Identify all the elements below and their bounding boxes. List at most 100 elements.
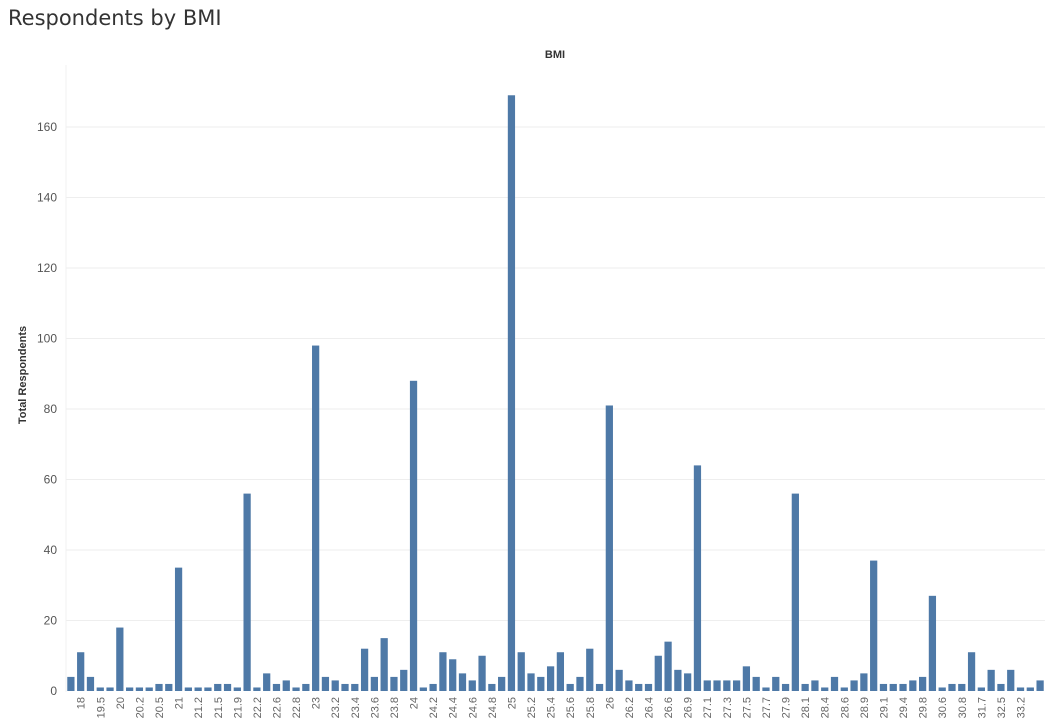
- bar[interactable]: [498, 676, 506, 691]
- bar[interactable]: [194, 687, 202, 691]
- bar[interactable]: [928, 595, 937, 691]
- bar[interactable]: [654, 655, 662, 691]
- bar[interactable]: [184, 687, 192, 691]
- bar[interactable]: [909, 680, 917, 691]
- bar[interactable]: [772, 676, 780, 691]
- bar[interactable]: [174, 567, 183, 692]
- bar[interactable]: [468, 680, 476, 691]
- bar[interactable]: [321, 676, 330, 691]
- bar[interactable]: [537, 676, 545, 691]
- bar[interactable]: [243, 493, 251, 691]
- bar[interactable]: [351, 683, 359, 691]
- bar[interactable]: [870, 560, 878, 691]
- bar[interactable]: [625, 680, 633, 691]
- bar[interactable]: [1026, 687, 1034, 691]
- bar[interactable]: [644, 683, 653, 691]
- bar[interactable]: [762, 687, 770, 691]
- bar[interactable]: [488, 683, 496, 691]
- bar[interactable]: [302, 683, 310, 691]
- bar[interactable]: [703, 680, 711, 691]
- bar[interactable]: [292, 687, 300, 691]
- bar[interactable]: [507, 95, 516, 691]
- bar[interactable]: [967, 652, 976, 691]
- bar[interactable]: [605, 405, 613, 691]
- bar[interactable]: [664, 641, 672, 691]
- bar[interactable]: [586, 648, 594, 691]
- bar[interactable]: [1036, 680, 1044, 691]
- bar[interactable]: [165, 683, 173, 691]
- bar[interactable]: [67, 676, 75, 691]
- bar[interactable]: [556, 652, 565, 691]
- bar[interactable]: [595, 683, 604, 691]
- bar[interactable]: [742, 666, 751, 692]
- bar[interactable]: [879, 683, 888, 691]
- bar[interactable]: [527, 673, 535, 692]
- bar[interactable]: [96, 687, 104, 691]
- bar[interactable]: [860, 673, 868, 692]
- bar[interactable]: [781, 683, 790, 691]
- bar[interactable]: [77, 652, 85, 691]
- bar[interactable]: [86, 676, 95, 691]
- bar[interactable]: [409, 380, 418, 691]
- bar[interactable]: [791, 493, 799, 691]
- bar[interactable]: [850, 680, 858, 691]
- bar[interactable]: [1016, 687, 1025, 691]
- bar[interactable]: [214, 683, 222, 691]
- bar[interactable]: [801, 683, 809, 691]
- bar[interactable]: [341, 683, 349, 691]
- bar[interactable]: [919, 676, 927, 691]
- bar[interactable]: [263, 673, 271, 692]
- bar[interactable]: [204, 687, 212, 691]
- bar[interactable]: [272, 683, 281, 691]
- bar[interactable]: [821, 687, 829, 691]
- bar[interactable]: [977, 687, 985, 691]
- bar[interactable]: [233, 687, 241, 691]
- bar[interactable]: [370, 676, 378, 691]
- bar[interactable]: [155, 683, 163, 691]
- bar[interactable]: [997, 683, 1005, 691]
- bar[interactable]: [517, 652, 525, 691]
- bar[interactable]: [713, 680, 721, 691]
- bar[interactable]: [145, 687, 153, 691]
- bar[interactable]: [830, 676, 839, 691]
- bar[interactable]: [400, 669, 408, 691]
- bar[interactable]: [449, 659, 457, 691]
- bar[interactable]: [693, 465, 702, 691]
- bar[interactable]: [253, 687, 261, 691]
- bar[interactable]: [811, 680, 819, 691]
- bar[interactable]: [360, 648, 369, 691]
- bar[interactable]: [419, 687, 427, 691]
- bar[interactable]: [948, 683, 956, 691]
- bar[interactable]: [840, 687, 848, 691]
- bar[interactable]: [615, 669, 623, 691]
- bar[interactable]: [546, 666, 555, 692]
- bar[interactable]: [958, 683, 966, 691]
- bar[interactable]: [1007, 669, 1015, 691]
- bar[interactable]: [889, 683, 897, 691]
- bar[interactable]: [684, 673, 692, 692]
- bar[interactable]: [752, 676, 760, 691]
- bar[interactable]: [126, 687, 134, 691]
- bar[interactable]: [576, 676, 584, 691]
- bar[interactable]: [439, 652, 447, 691]
- bar[interactable]: [987, 669, 995, 691]
- bar[interactable]: [380, 638, 388, 692]
- bar[interactable]: [938, 687, 946, 691]
- bar[interactable]: [106, 687, 114, 691]
- bar[interactable]: [135, 687, 144, 691]
- bar[interactable]: [312, 345, 320, 691]
- bar[interactable]: [223, 683, 232, 691]
- bar[interactable]: [116, 627, 124, 691]
- bar[interactable]: [723, 680, 731, 691]
- bar[interactable]: [478, 655, 486, 691]
- bar[interactable]: [458, 673, 467, 692]
- bar[interactable]: [566, 683, 574, 691]
- bar[interactable]: [282, 680, 290, 691]
- bar[interactable]: [390, 676, 398, 691]
- bar[interactable]: [732, 680, 741, 691]
- bar[interactable]: [674, 669, 682, 691]
- bar[interactable]: [635, 683, 643, 691]
- bar[interactable]: [899, 683, 907, 691]
- bar[interactable]: [331, 680, 339, 691]
- bar[interactable]: [429, 683, 437, 691]
